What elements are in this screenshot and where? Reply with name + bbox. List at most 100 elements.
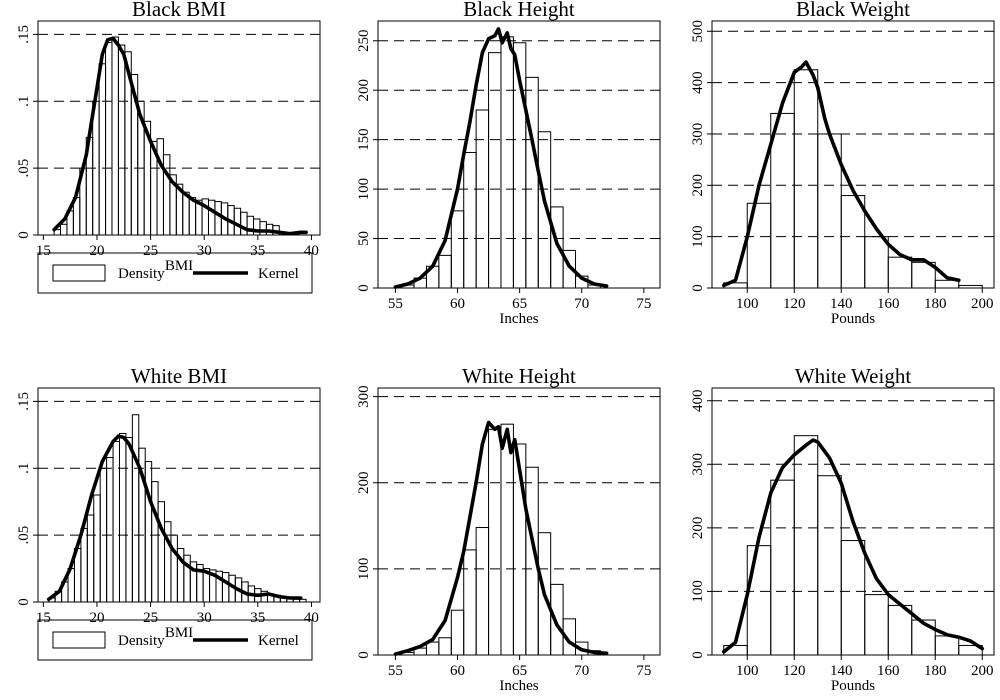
chart-title: White BMI xyxy=(131,364,227,388)
y-tick-label: 200 xyxy=(356,471,372,494)
kernel-density-line xyxy=(721,60,961,288)
y-tick-label: 100 xyxy=(690,580,706,603)
y-tick-label: 200 xyxy=(690,517,706,540)
histogram-bar xyxy=(475,109,490,289)
histogram-bar xyxy=(438,254,452,289)
x-tick-label: 15 xyxy=(36,610,51,626)
y-tick-label: 0 xyxy=(690,284,706,292)
histogram-bar xyxy=(500,36,514,289)
x-tick-label: 200 xyxy=(971,663,994,679)
histogram-bar xyxy=(207,199,216,236)
histogram-bar xyxy=(80,527,88,603)
y-tick-label: 250 xyxy=(356,30,372,53)
histogram-bar xyxy=(488,52,502,289)
histogram-bar xyxy=(60,223,68,236)
legend: Density Kernel xyxy=(37,252,313,294)
legend-box xyxy=(37,619,313,661)
histogram-bar xyxy=(182,191,190,236)
x-tick-label: 30 xyxy=(197,610,212,626)
white-bmi-panel: White BMI 0 .05 .1 .15 15 20 25 30 35 40 BMIDensity… xyxy=(16,364,321,661)
histogram-bar xyxy=(550,583,564,656)
x-tick-label: 100 xyxy=(736,663,759,679)
x-tick-label: 60 xyxy=(450,296,465,312)
y-tick-label: 300 xyxy=(356,385,372,408)
x-tick-label: 60 xyxy=(450,663,465,679)
histogram-bar xyxy=(550,206,564,289)
y-tick-label: 0 xyxy=(16,231,32,239)
x-tick-label: 55 xyxy=(388,296,403,312)
x-tick-label: 75 xyxy=(636,663,651,679)
kernel-density-line xyxy=(393,420,609,656)
legend-density-label: Density xyxy=(118,266,165,282)
histogram-bar xyxy=(864,236,889,289)
y-tick-label: 0 xyxy=(16,598,32,606)
x-tick-label: 70 xyxy=(574,663,589,679)
histogram-bar xyxy=(438,637,452,656)
histogram-bar xyxy=(151,481,159,603)
histogram-bar xyxy=(911,619,936,656)
y-tick-label: 300 xyxy=(690,123,706,146)
chart-title: White Weight xyxy=(795,364,911,388)
x-tick-label: 70 xyxy=(574,296,589,312)
histogram-bar xyxy=(118,432,127,603)
histogram-bar xyxy=(934,635,960,656)
y-tick-label: .15 xyxy=(16,25,32,44)
histogram-bar xyxy=(746,545,772,656)
y-tick-label: 200 xyxy=(690,174,706,197)
histogram-bar xyxy=(125,436,133,603)
x-tick-label: 65 xyxy=(512,663,527,679)
legend: Density Kernel xyxy=(37,619,313,661)
plot-frame xyxy=(37,387,321,603)
y-tick-label: 100 xyxy=(690,225,706,248)
histogram-bar xyxy=(463,152,477,289)
histogram-bar xyxy=(525,76,539,289)
histogram-bar xyxy=(93,494,101,603)
histogram-bar xyxy=(259,221,267,236)
histogram-bar xyxy=(246,215,255,236)
x-tick-label: 65 xyxy=(512,296,527,312)
y-tick-label: 0 xyxy=(356,284,372,292)
x-tick-label: 120 xyxy=(783,663,806,679)
histogram-bar xyxy=(233,207,242,236)
y-tick-label: .1 xyxy=(16,463,32,474)
x-tick-label: 20 xyxy=(89,610,104,626)
y-tick-label: 150 xyxy=(356,128,372,151)
legend-density-swatch xyxy=(52,264,106,282)
plot-frame xyxy=(37,20,321,236)
x-tick-label: 25 xyxy=(143,243,158,259)
histogram-bar xyxy=(840,540,866,656)
histogram-bar xyxy=(840,195,866,289)
x-tick-label: 30 xyxy=(197,243,212,259)
plot-frame xyxy=(377,387,661,656)
histogram-bar xyxy=(475,527,490,656)
y-tick-label: 50 xyxy=(356,231,372,246)
histogram-bar xyxy=(221,572,230,603)
histogram-bar xyxy=(817,475,842,656)
x-tick-label: 120 xyxy=(783,296,806,312)
x-tick-label: 40 xyxy=(304,243,319,259)
histogram-bar xyxy=(934,279,960,289)
histogram-bar xyxy=(450,609,465,656)
x-tick-label: 75 xyxy=(636,296,651,312)
x-axis-label: BMI xyxy=(165,258,193,274)
y-tick-label: 200 xyxy=(356,79,372,102)
chart-title: Black Weight xyxy=(796,0,910,21)
y-tick-label: 0 xyxy=(690,651,706,659)
legend-box xyxy=(37,252,313,294)
x-tick-label: 20 xyxy=(89,243,104,259)
histogram-bar xyxy=(770,112,795,289)
y-tick-label: 400 xyxy=(690,71,706,94)
y-tick-label: 100 xyxy=(356,558,372,581)
y-tick-label: 100 xyxy=(356,178,372,201)
histogram-bar xyxy=(111,36,119,236)
black-bmi-panel: Black BMI 0 .05 .1 .15 15 20 25 30 35 40 BMIDensity… xyxy=(16,0,321,294)
histogram-bar xyxy=(450,210,465,289)
histogram-bar xyxy=(793,69,819,289)
histogram-bar xyxy=(463,549,477,656)
y-tick-label: 500 xyxy=(690,20,706,43)
histogram-bar xyxy=(117,44,126,236)
histogram-bar xyxy=(770,479,795,656)
x-tick-label: 35 xyxy=(250,243,265,259)
histogram-bar xyxy=(105,41,113,236)
x-tick-label: 180 xyxy=(924,296,947,312)
